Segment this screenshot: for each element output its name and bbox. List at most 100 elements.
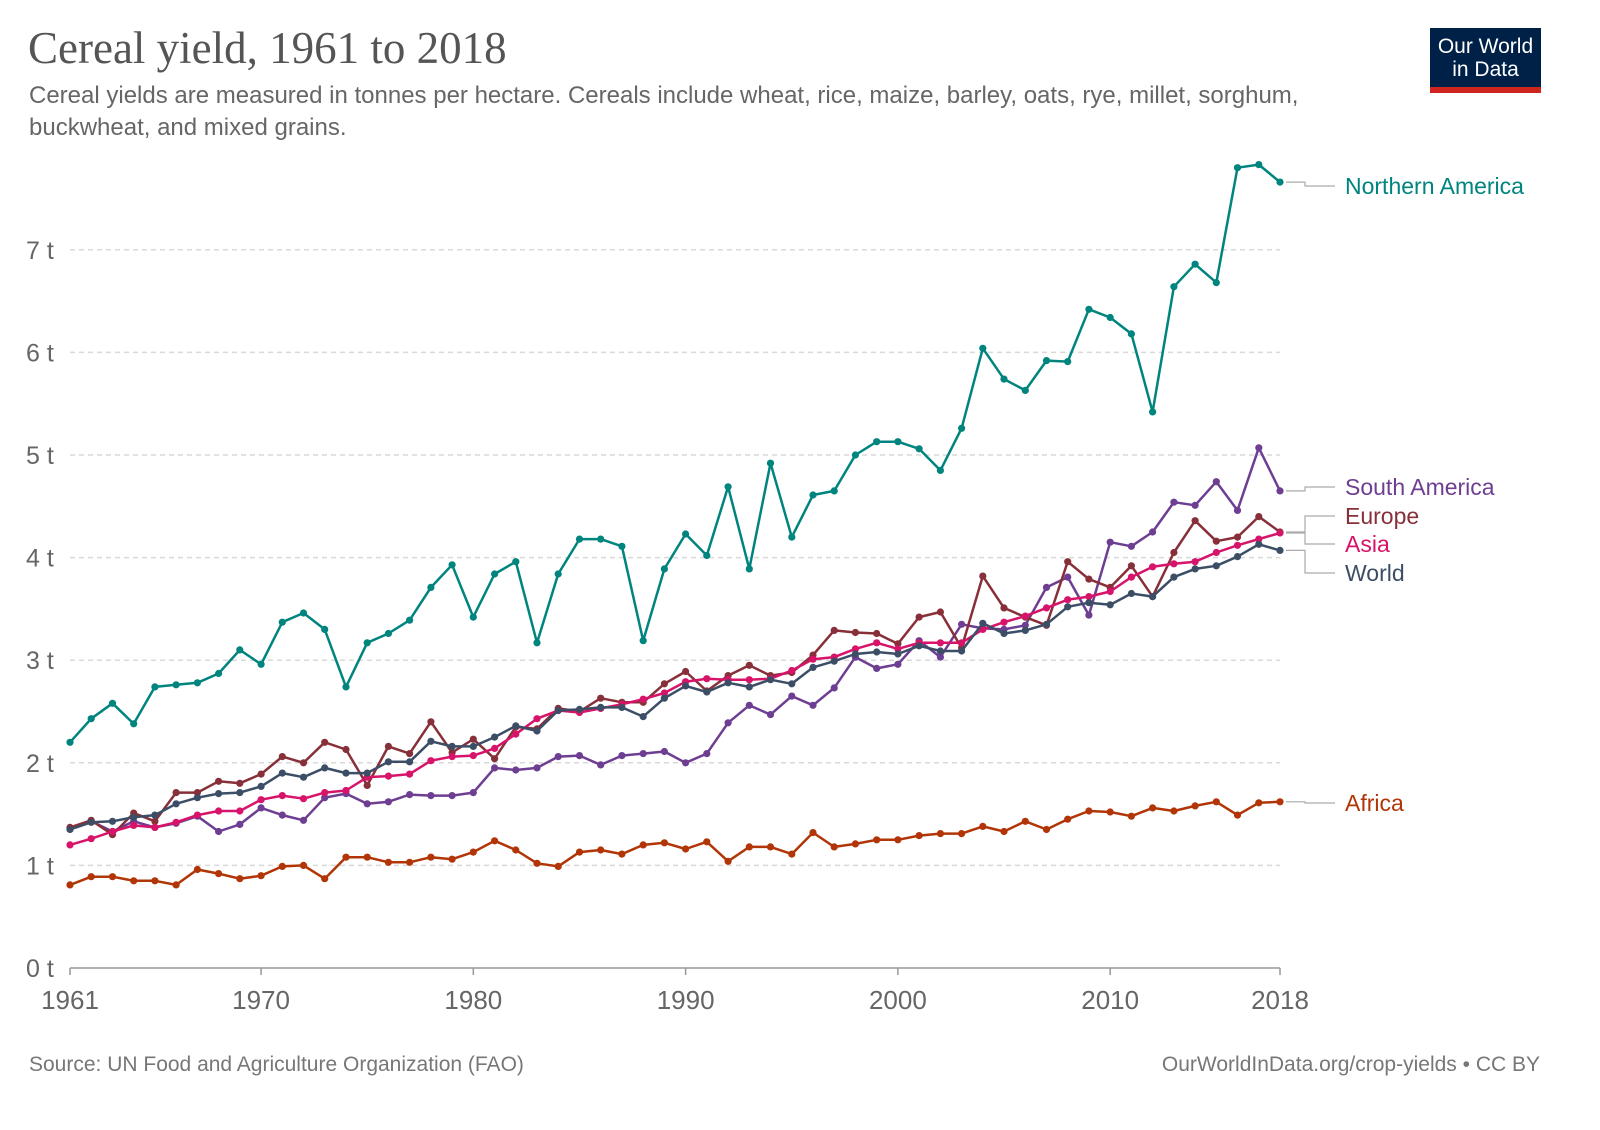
data-point-europe — [851, 628, 860, 637]
data-point-south-america — [788, 692, 796, 700]
data-point-northern-america — [236, 646, 244, 654]
owid-logo[interactable]: Our World in Data — [1430, 28, 1541, 93]
data-point-south-america — [321, 794, 329, 802]
series-label-world: World — [1345, 560, 1405, 586]
data-point-africa — [979, 822, 987, 831]
series-group — [66, 161, 1284, 889]
data-point-africa — [1042, 825, 1051, 834]
data-point-asia — [660, 689, 669, 697]
data-point-northern-america — [151, 683, 159, 691]
data-point-world — [533, 727, 541, 735]
data-point-asia — [1000, 618, 1008, 626]
data-point-africa — [1212, 798, 1220, 806]
data-point-africa — [1149, 804, 1157, 812]
data-point-world — [108, 817, 117, 825]
data-point-northern-america — [597, 535, 605, 543]
data-point-world — [554, 706, 562, 715]
data-point-south-america — [406, 791, 414, 799]
data-point-africa — [660, 839, 669, 847]
data-point-south-america — [936, 653, 945, 661]
data-point-africa — [299, 861, 308, 870]
data-point-asia — [1276, 529, 1284, 537]
data-point-europe — [1170, 548, 1178, 557]
data-point-africa — [1191, 802, 1199, 810]
data-point-northern-america — [894, 438, 902, 446]
label-connector-asia — [1286, 532, 1335, 545]
label-connector-south-america — [1286, 486, 1335, 492]
data-point-africa — [1127, 812, 1135, 820]
data-point-asia — [788, 666, 796, 675]
data-point-asia — [193, 811, 201, 819]
source-link[interactable]: OurWorldInData.org/crop-yields • CC BY — [1161, 1053, 1540, 1076]
data-point-europe — [342, 745, 350, 754]
x-tick-label: 2000 — [869, 985, 927, 1015]
data-point-northern-america — [851, 451, 860, 459]
data-point-africa — [894, 836, 902, 844]
data-point-asia — [533, 715, 541, 723]
data-point-south-america — [1106, 538, 1114, 546]
data-point-northern-america — [469, 613, 477, 621]
data-point-europe — [491, 755, 499, 763]
data-point-world — [766, 676, 775, 684]
data-point-africa — [575, 848, 584, 856]
data-point-asia — [342, 786, 350, 795]
data-point-northern-america — [1064, 358, 1072, 366]
data-point-asia — [1233, 541, 1242, 549]
data-point-northern-america — [342, 683, 350, 691]
data-point-northern-america — [830, 487, 838, 495]
data-point-northern-america — [936, 466, 945, 474]
data-point-europe — [682, 667, 690, 676]
data-point-world — [1255, 540, 1263, 548]
data-point-world — [1191, 565, 1199, 573]
data-point-africa — [384, 858, 392, 866]
data-point-africa — [215, 870, 223, 878]
data-point-africa — [1170, 807, 1178, 815]
data-point-world — [448, 742, 456, 751]
data-point-asia — [406, 770, 414, 778]
data-point-world — [830, 657, 838, 665]
data-point-africa — [151, 877, 159, 885]
series-line-europe — [69, 515, 1281, 836]
data-point-south-america — [1042, 583, 1051, 592]
series-line-asia — [69, 531, 1281, 847]
data-point-south-america — [1212, 478, 1220, 486]
data-point-asia — [130, 821, 138, 830]
data-point-asia — [299, 795, 308, 803]
data-point-asia — [1106, 587, 1114, 596]
data-point-northern-america — [533, 639, 541, 647]
series-line-world — [69, 543, 1281, 831]
data-point-northern-america — [1255, 161, 1263, 169]
data-point-world — [215, 790, 223, 798]
data-point-europe — [299, 759, 308, 767]
data-point-asia — [1170, 560, 1178, 568]
data-point-europe — [1255, 513, 1263, 521]
data-point-europe — [745, 661, 753, 669]
data-point-south-america — [1233, 506, 1242, 514]
data-point-world — [851, 650, 860, 658]
data-point-south-america — [1170, 498, 1178, 506]
data-point-northern-america — [1170, 283, 1178, 291]
data-point-africa — [703, 838, 711, 846]
data-point-asia — [639, 695, 647, 703]
series-label-africa: Africa — [1345, 790, 1404, 816]
data-point-asia — [851, 645, 860, 653]
data-point-south-america — [533, 764, 541, 772]
data-point-europe — [915, 613, 923, 621]
data-point-asia — [512, 730, 520, 738]
data-point-europe — [1064, 558, 1072, 566]
data-point-world — [469, 742, 477, 751]
label-connector-europe — [1286, 515, 1335, 533]
data-point-asia — [87, 835, 95, 843]
source-note: Source: UN Food and Agriculture Organiza… — [29, 1053, 524, 1076]
data-point-africa — [1233, 811, 1242, 819]
data-point-asia — [236, 807, 244, 815]
data-point-northern-america — [172, 681, 180, 689]
data-point-world — [236, 789, 244, 797]
data-point-asia — [958, 639, 966, 647]
data-point-africa — [108, 873, 117, 881]
data-point-world — [936, 647, 945, 655]
data-point-south-america — [894, 660, 902, 668]
chart-title: Cereal yield, 1961 to 2018 — [28, 23, 507, 73]
